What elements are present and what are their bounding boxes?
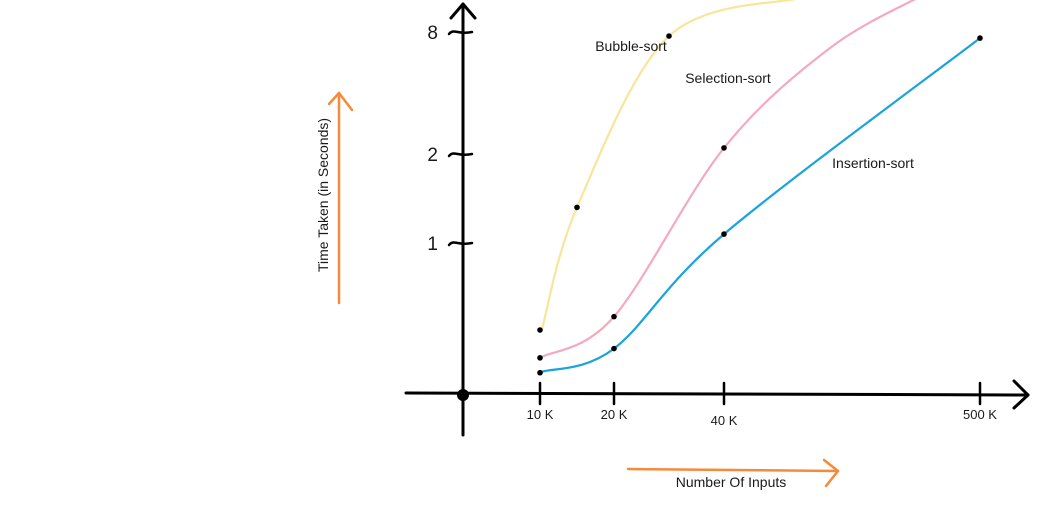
data-point xyxy=(611,313,617,320)
series-group xyxy=(537,0,983,376)
axes xyxy=(404,2,1030,437)
data-point xyxy=(977,35,983,41)
y-ticks: 1 2 8 xyxy=(427,23,474,255)
y-axis-title-arrow-head xyxy=(327,91,354,112)
series-line xyxy=(540,37,982,373)
data-point xyxy=(611,345,617,352)
data-point xyxy=(721,145,727,151)
data-point xyxy=(537,355,543,361)
data-point xyxy=(574,204,580,211)
y-axis-arrowhead xyxy=(449,2,477,20)
data-point xyxy=(666,33,672,39)
data-point xyxy=(721,231,727,237)
x-axis-arrowhead xyxy=(1012,379,1030,410)
y-axis-title: Time Taken (in Seconds) xyxy=(315,118,331,272)
x-axis-line xyxy=(404,391,1030,397)
x-tick-label: 20 K xyxy=(601,407,628,422)
y-tick-mark xyxy=(447,152,474,158)
y-tick-label: 8 xyxy=(427,23,438,44)
data-point xyxy=(537,327,543,333)
x-tick-label: 40 K xyxy=(711,413,738,428)
x-axis-title-arrow-head xyxy=(822,458,840,488)
origin-dot xyxy=(457,389,469,401)
x-tick-label: 500 K xyxy=(963,407,997,422)
y-axis-title-group: Time Taken (in Seconds) xyxy=(315,91,354,305)
series-line xyxy=(540,0,797,331)
y-tick-mark xyxy=(447,30,474,36)
series-labels: Bubble-sort Selection-sort Insertion-sort xyxy=(595,38,914,171)
x-tick-label: 10 K xyxy=(527,407,554,422)
x-axis-title-group: Number Of Inputs xyxy=(626,458,840,490)
x-ticks: 10 K 20 K 40 K 500 K xyxy=(527,381,997,428)
data-point xyxy=(537,369,543,376)
series-label: Insertion-sort xyxy=(832,155,914,171)
series-label: Selection-sort xyxy=(685,70,771,86)
y-tick-mark xyxy=(447,241,474,247)
x-axis-title: Number Of Inputs xyxy=(676,474,787,490)
y-tick-label: 1 xyxy=(427,234,438,255)
y-tick-label: 2 xyxy=(427,145,438,166)
x-axis-title-arrow-line xyxy=(626,467,840,473)
series-label: Bubble-sort xyxy=(595,38,667,54)
